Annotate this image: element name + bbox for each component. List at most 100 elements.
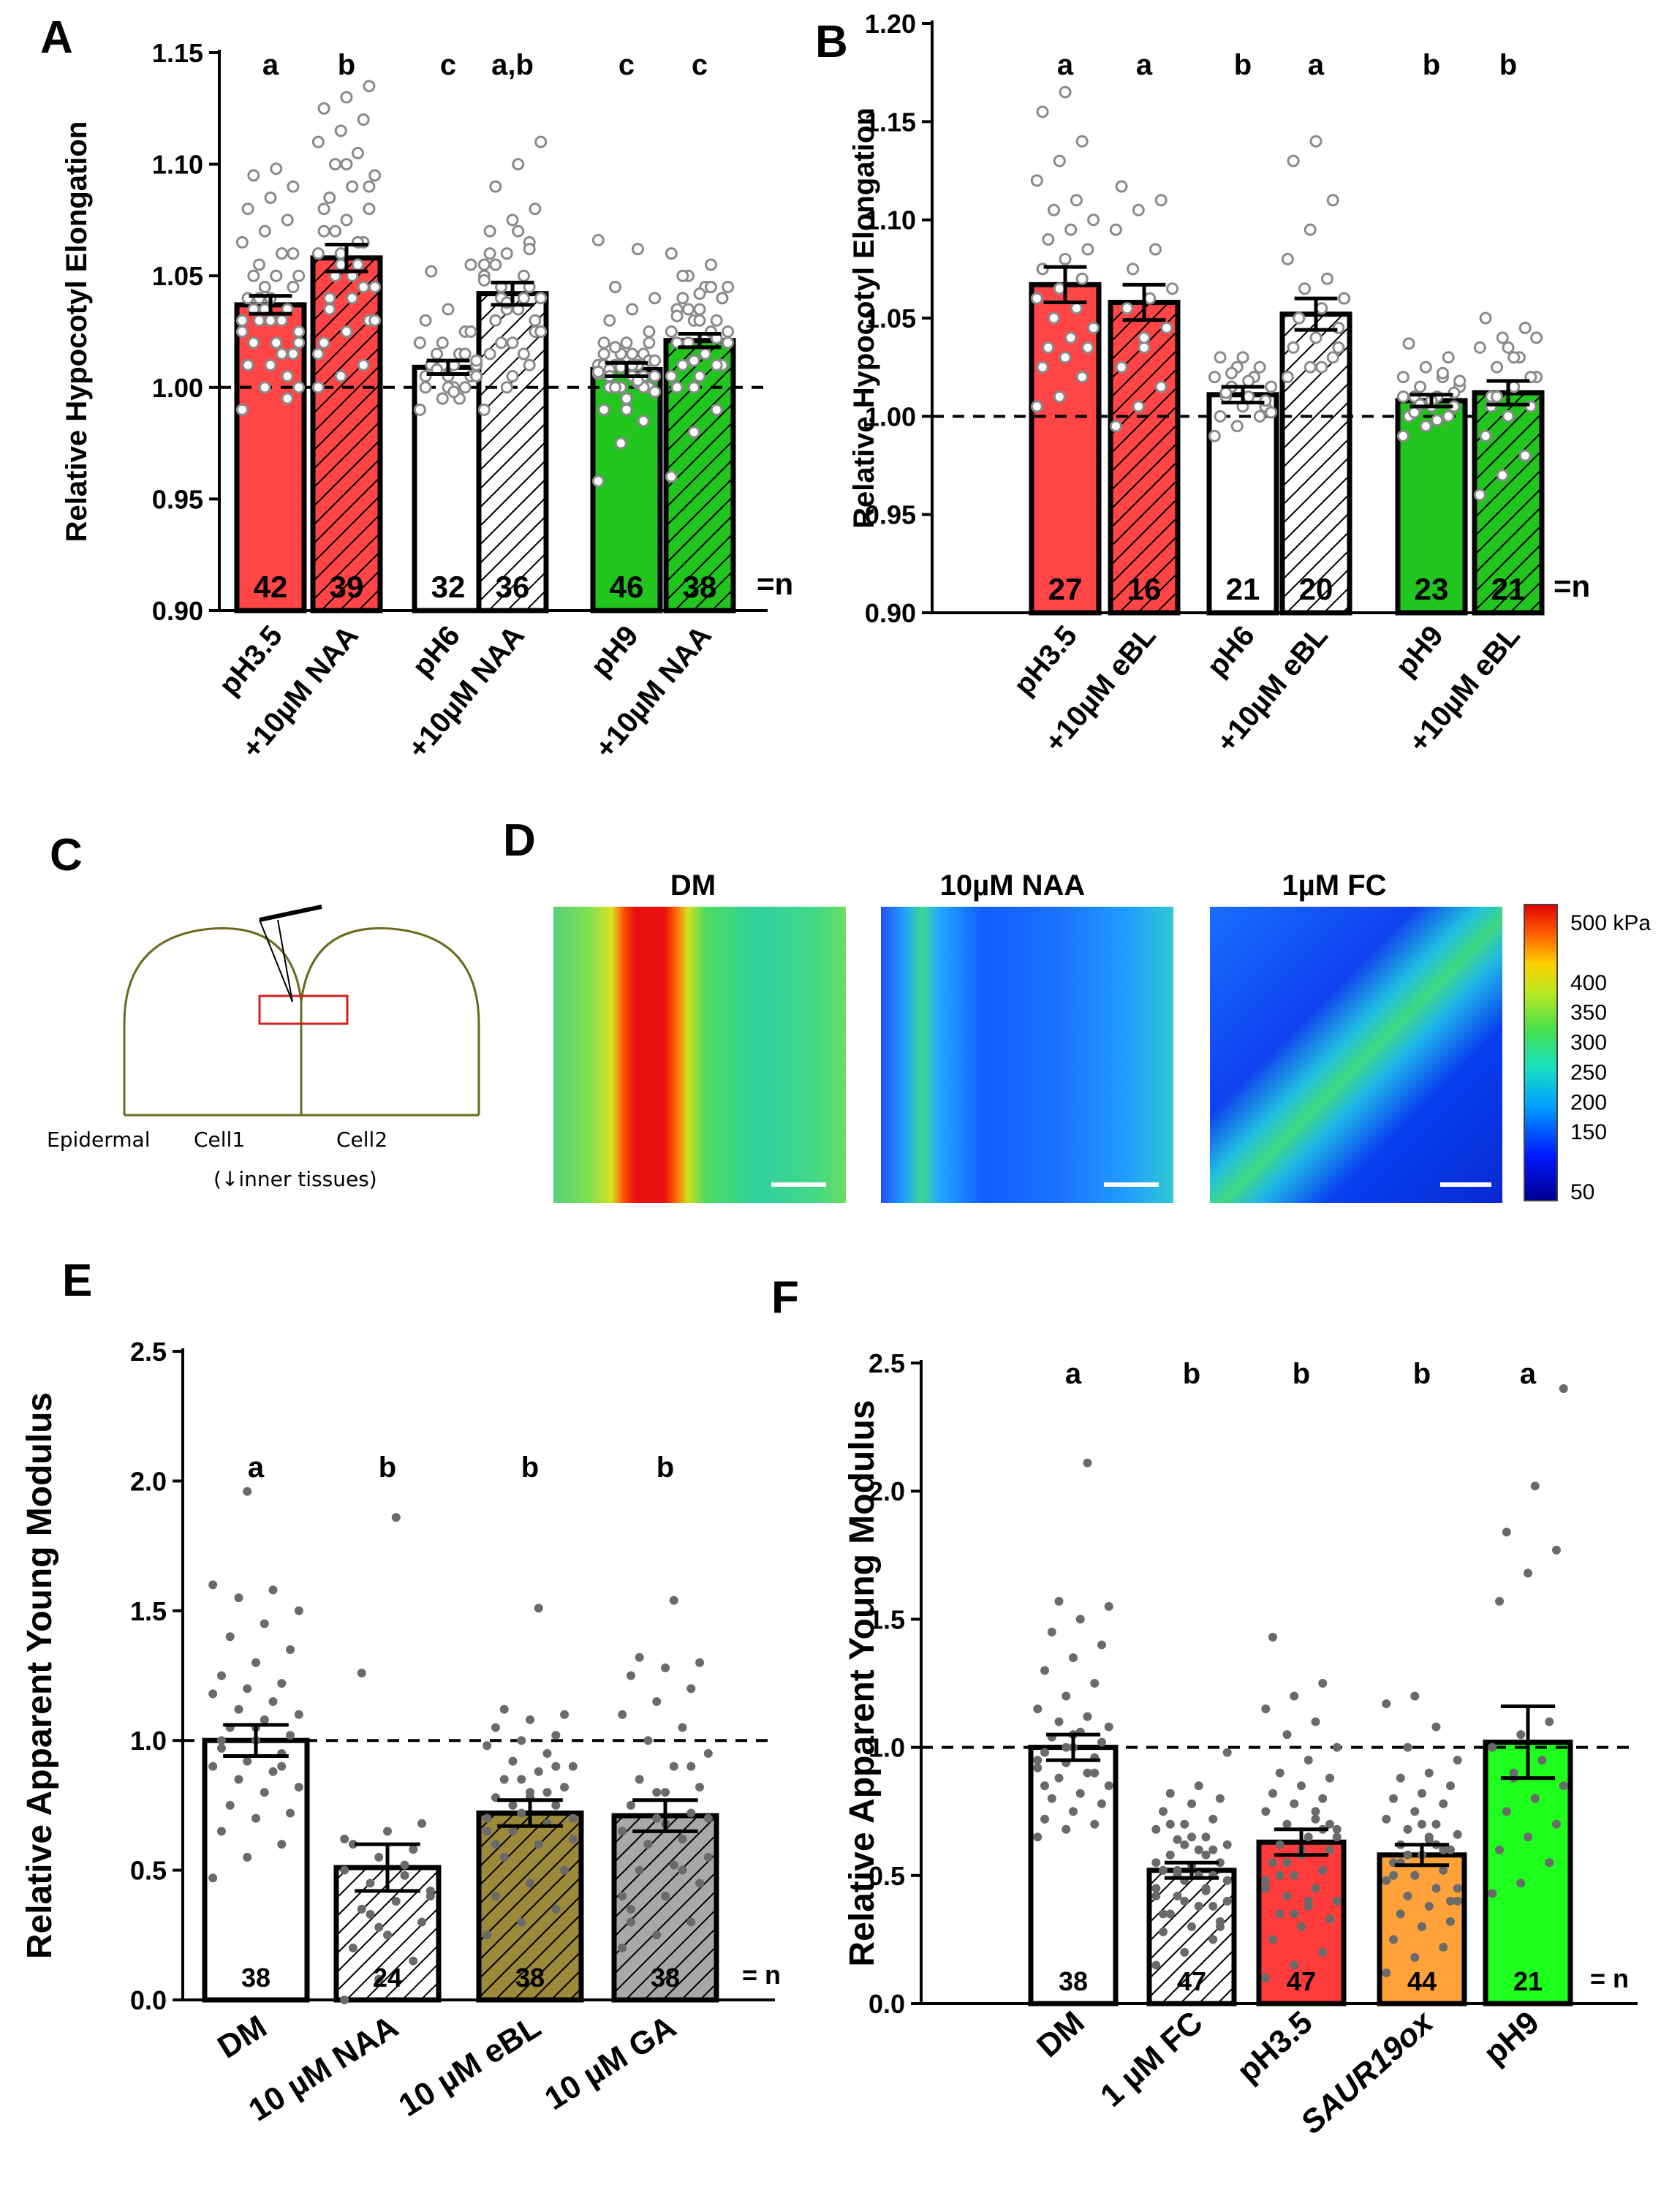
- data-point: [1059, 351, 1072, 364]
- bar-hatch: [1151, 1872, 1232, 2001]
- data-point: [1062, 1691, 1071, 1701]
- data-point: [464, 258, 477, 271]
- data-point: [1081, 243, 1094, 256]
- data-point: [334, 124, 347, 137]
- significance-letter: a,b: [491, 49, 534, 81]
- heatmap-title-naa: 10µM NAA: [940, 869, 1086, 902]
- data-point: [253, 258, 266, 271]
- data-point: [1048, 312, 1061, 325]
- significance-letter: a: [1057, 49, 1074, 81]
- data-point: [1054, 1717, 1064, 1726]
- data-point: [508, 1800, 518, 1810]
- data-point: [489, 258, 502, 271]
- data-point: [542, 1788, 552, 1797]
- data-point: [1275, 1768, 1284, 1778]
- category-label: SAUR19ox: [1294, 2004, 1441, 2141]
- data-point: [477, 258, 491, 271]
- afm-tip: [259, 919, 293, 1003]
- data-point: [1439, 1799, 1448, 1808]
- data-point: [447, 385, 461, 399]
- data-point: [1545, 1717, 1554, 1726]
- data-point: [512, 158, 525, 171]
- data-point: [676, 358, 689, 371]
- data-point: [1159, 1909, 1168, 1919]
- data-point: [1439, 1865, 1448, 1875]
- significance-letter: b: [521, 1451, 539, 1484]
- data-point: [270, 336, 283, 350]
- data-point: [635, 1775, 644, 1784]
- data-point: [1315, 302, 1328, 315]
- data-point: [251, 1658, 260, 1667]
- category-label: pH3.5: [1230, 2004, 1320, 2090]
- data-point: [551, 1904, 561, 1914]
- data-point: [1159, 1927, 1168, 1936]
- data-point: [1431, 1722, 1441, 1732]
- data-point: [1194, 1845, 1203, 1854]
- data-point: [1261, 1884, 1271, 1893]
- significance-letter: a: [1136, 49, 1153, 81]
- data-point: [500, 247, 513, 260]
- data-point: [1442, 409, 1455, 423]
- data-point: [669, 1596, 678, 1605]
- data-point: [346, 180, 359, 193]
- data-point: [1059, 252, 1072, 265]
- category-label: pH9: [585, 620, 645, 683]
- data-point: [258, 280, 271, 293]
- data-point: [268, 1585, 278, 1595]
- data-point: [603, 314, 616, 327]
- data-point: [366, 1879, 375, 1888]
- data-point: [1030, 292, 1043, 305]
- data-point: [1075, 1789, 1085, 1798]
- data-point: [678, 1835, 687, 1844]
- data-point: [243, 1487, 252, 1496]
- data-point: [1559, 1781, 1568, 1791]
- data-point: [1083, 1458, 1092, 1468]
- category-label: pH9: [1390, 620, 1450, 683]
- data-point: [1495, 1845, 1505, 1854]
- data-point: [699, 347, 712, 360]
- data-point: [1382, 1814, 1391, 1824]
- data-point: [1518, 449, 1532, 462]
- data-point: [665, 470, 678, 483]
- data-point: [1070, 302, 1083, 315]
- data-point: [686, 1762, 696, 1771]
- data-point: [508, 1827, 518, 1836]
- data-point: [1222, 1876, 1232, 1885]
- data-point: [1491, 390, 1504, 403]
- data-point: [1439, 1942, 1448, 1952]
- data-point: [281, 214, 294, 227]
- data-point: [268, 1696, 278, 1706]
- panel-letter: A: [40, 12, 73, 63]
- data-point: [264, 358, 277, 371]
- data-point: [534, 1604, 543, 1613]
- data-point: [1154, 380, 1168, 393]
- data-point: [500, 381, 513, 394]
- data-point: [517, 292, 530, 305]
- data-point: [1453, 1884, 1462, 1893]
- data-point: [1518, 321, 1532, 334]
- data-point: [1303, 1896, 1313, 1906]
- data-point: [534, 135, 548, 148]
- data-point: [1436, 366, 1449, 380]
- data-point: [243, 1684, 252, 1694]
- data-point: [495, 336, 508, 350]
- data-point: [225, 1800, 235, 1810]
- data-point: [1047, 1627, 1056, 1636]
- data-point: [340, 158, 353, 171]
- data-point: [687, 381, 700, 394]
- data-point: [1109, 223, 1122, 236]
- y-axis-label: Relative Hypocotyl Elongation: [848, 107, 880, 529]
- data-point: [1083, 1712, 1092, 1721]
- data-point: [470, 354, 483, 367]
- data-point: [234, 1593, 243, 1603]
- data-point: [317, 203, 330, 216]
- panel-letter-c: C: [50, 830, 83, 880]
- data-point: [334, 370, 347, 383]
- data-point: [1053, 390, 1066, 403]
- data-point: [1309, 135, 1323, 148]
- data-point: [243, 1756, 252, 1766]
- n-label: 38: [651, 1963, 680, 1993]
- data-point: [597, 403, 610, 416]
- data-point: [1208, 1935, 1218, 1944]
- data-point: [686, 1808, 696, 1818]
